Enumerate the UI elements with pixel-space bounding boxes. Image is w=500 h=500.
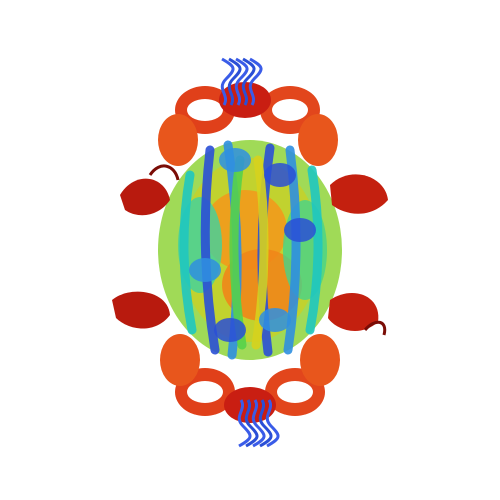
- blue-terminal-loops: [220, 57, 280, 448]
- beta-strands: [179, 140, 323, 360]
- side-red-loops: [112, 164, 388, 336]
- terminal-loop: [241, 57, 256, 106]
- beta-strand: [200, 145, 220, 355]
- terminal-loop: [248, 57, 263, 106]
- terminal-loop: [258, 399, 273, 448]
- terminal-loop: [220, 57, 235, 106]
- terminal-loop: [265, 399, 280, 448]
- helix-fragment: [219, 148, 251, 172]
- terminal-loop: [251, 399, 266, 448]
- terminal-loop: [237, 399, 252, 448]
- helix-fragment: [284, 218, 316, 242]
- beta-strand: [251, 155, 269, 350]
- helix-fragment: [214, 318, 246, 342]
- helix-fragment: [259, 308, 291, 332]
- terminal-loop: [244, 399, 259, 448]
- beta-strand: [305, 165, 323, 335]
- beta-strand: [179, 170, 197, 335]
- helix-fragment: [264, 163, 296, 187]
- helix-fragment: [189, 258, 221, 282]
- terminal-loop: [227, 57, 242, 106]
- terminal-loop: [234, 57, 249, 106]
